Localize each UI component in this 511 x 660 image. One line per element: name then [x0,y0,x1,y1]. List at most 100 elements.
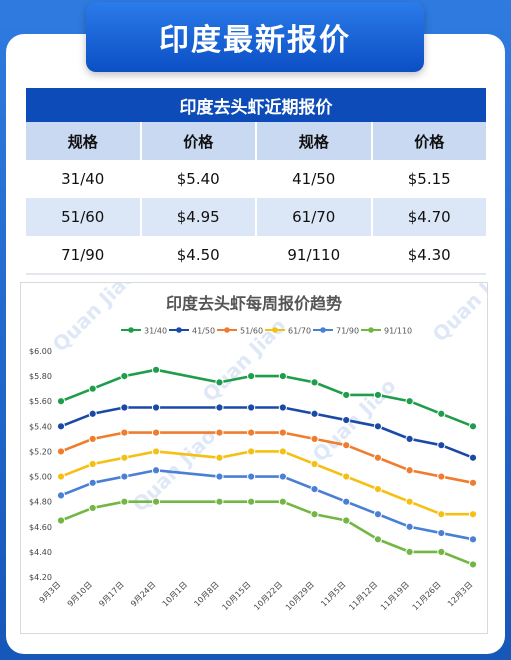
data-point [215,497,224,506]
data-point [373,453,383,462]
data-point [342,472,351,481]
table-cell: 71/90 [26,236,142,274]
legend-label: 41/50 [192,327,215,336]
x-tick-label: 11月5日 [319,580,347,608]
y-tick-label: $5.20 [29,447,52,456]
legend-marker [272,327,278,333]
table-header-cell: 规格 [26,122,142,160]
data-point [247,428,256,437]
y-tick-label: $5.40 [29,422,52,431]
legend-label: 31/40 [144,327,167,336]
data-point [468,478,478,487]
data-point [56,397,66,406]
table-header-row: 规格 价格 规格 价格 [26,122,486,160]
data-point [215,428,224,437]
y-tick-label: $4.80 [29,498,52,507]
legend-marker [128,327,134,333]
legend-marker [368,327,374,333]
data-point [120,453,129,462]
data-point [437,547,446,556]
banner-title: 印度最新报价 [86,2,424,72]
data-point [151,447,161,456]
data-point [468,535,478,544]
data-point [310,485,319,494]
table-cell: $5.40 [142,160,257,198]
x-tick-label: 10月29日 [284,580,316,612]
data-point [405,547,414,556]
data-point [310,434,319,443]
table-cell: $5.15 [407,170,451,188]
legend-label: 71/90 [336,327,359,336]
data-point [88,434,97,443]
table-cell: 41/50 [257,160,373,198]
data-point [120,372,129,381]
legend-label: 61/70 [288,327,311,336]
data-point [278,428,287,437]
data-point [88,409,97,418]
data-point [278,497,287,506]
x-tick-label: 9月10日 [66,580,94,608]
watermark-text: Quan Jiao [48,283,141,357]
data-point [405,497,414,506]
data-point [437,528,446,538]
data-point [88,503,97,513]
data-point [151,497,161,506]
y-tick-label: $4.40 [29,548,52,557]
x-tick-label: 11月26日 [411,580,443,612]
data-point [120,403,129,412]
table-header-cell: 规格 [257,122,373,160]
x-tick-label: 9月24日 [129,580,157,608]
data-point [215,403,224,412]
data-point [151,403,161,412]
table-cell: 51/60 [26,198,142,236]
chart-title: 印度去头虾每周报价趋势 [166,294,342,313]
table-header-cell: 价格 [414,132,445,151]
table-cell: 61/70 [257,198,373,236]
data-point [310,510,319,519]
x-tick-label: 10月8日 [192,580,220,608]
data-point [468,453,478,462]
data-point [373,485,383,494]
data-point [405,522,414,531]
x-tick-label: 11月12日 [347,580,379,612]
data-point [215,472,224,481]
data-point [437,510,446,519]
data-point [405,397,414,406]
data-point [437,472,446,481]
table-cell: $4.95 [142,198,257,236]
data-point [278,372,287,381]
legend-marker [320,327,326,333]
table-cell: $4.50 [142,236,257,274]
x-tick-label: 10月15日 [220,580,252,612]
x-tick-label: 9月3日 [38,580,63,605]
data-point [56,447,66,456]
table-cell: 91/110 [257,236,373,274]
data-point [278,403,287,412]
x-tick-label: 10月22日 [252,580,284,612]
y-tick-label: $5.00 [29,473,52,482]
data-point [342,497,351,506]
data-point [120,497,129,506]
data-point [56,516,66,525]
data-point [56,422,66,431]
data-point [88,459,97,469]
data-point [310,378,319,387]
table-title: 印度去头虾近期报价 [26,88,486,122]
x-tick-label: 12月3日 [446,580,474,608]
data-point [278,447,287,456]
data-point [342,441,351,450]
data-point [247,472,256,481]
data-point [373,510,383,519]
table-cell: 31/40 [26,160,142,198]
x-tick-label: 11月19日 [379,580,411,612]
data-point [405,434,414,443]
table-divider [26,273,486,275]
table-row: 71/90 $4.50 91/110 $4.30 [26,236,486,274]
table-cell: $4.30 [407,246,451,264]
data-point [405,466,414,475]
data-point [56,472,66,481]
x-tick-label: 10月1日 [161,580,189,608]
table-row: 51/60 $4.95 61/70 $4.70 [26,198,486,236]
watermark-text: Quan Jiao [428,283,487,347]
data-point [437,441,446,450]
